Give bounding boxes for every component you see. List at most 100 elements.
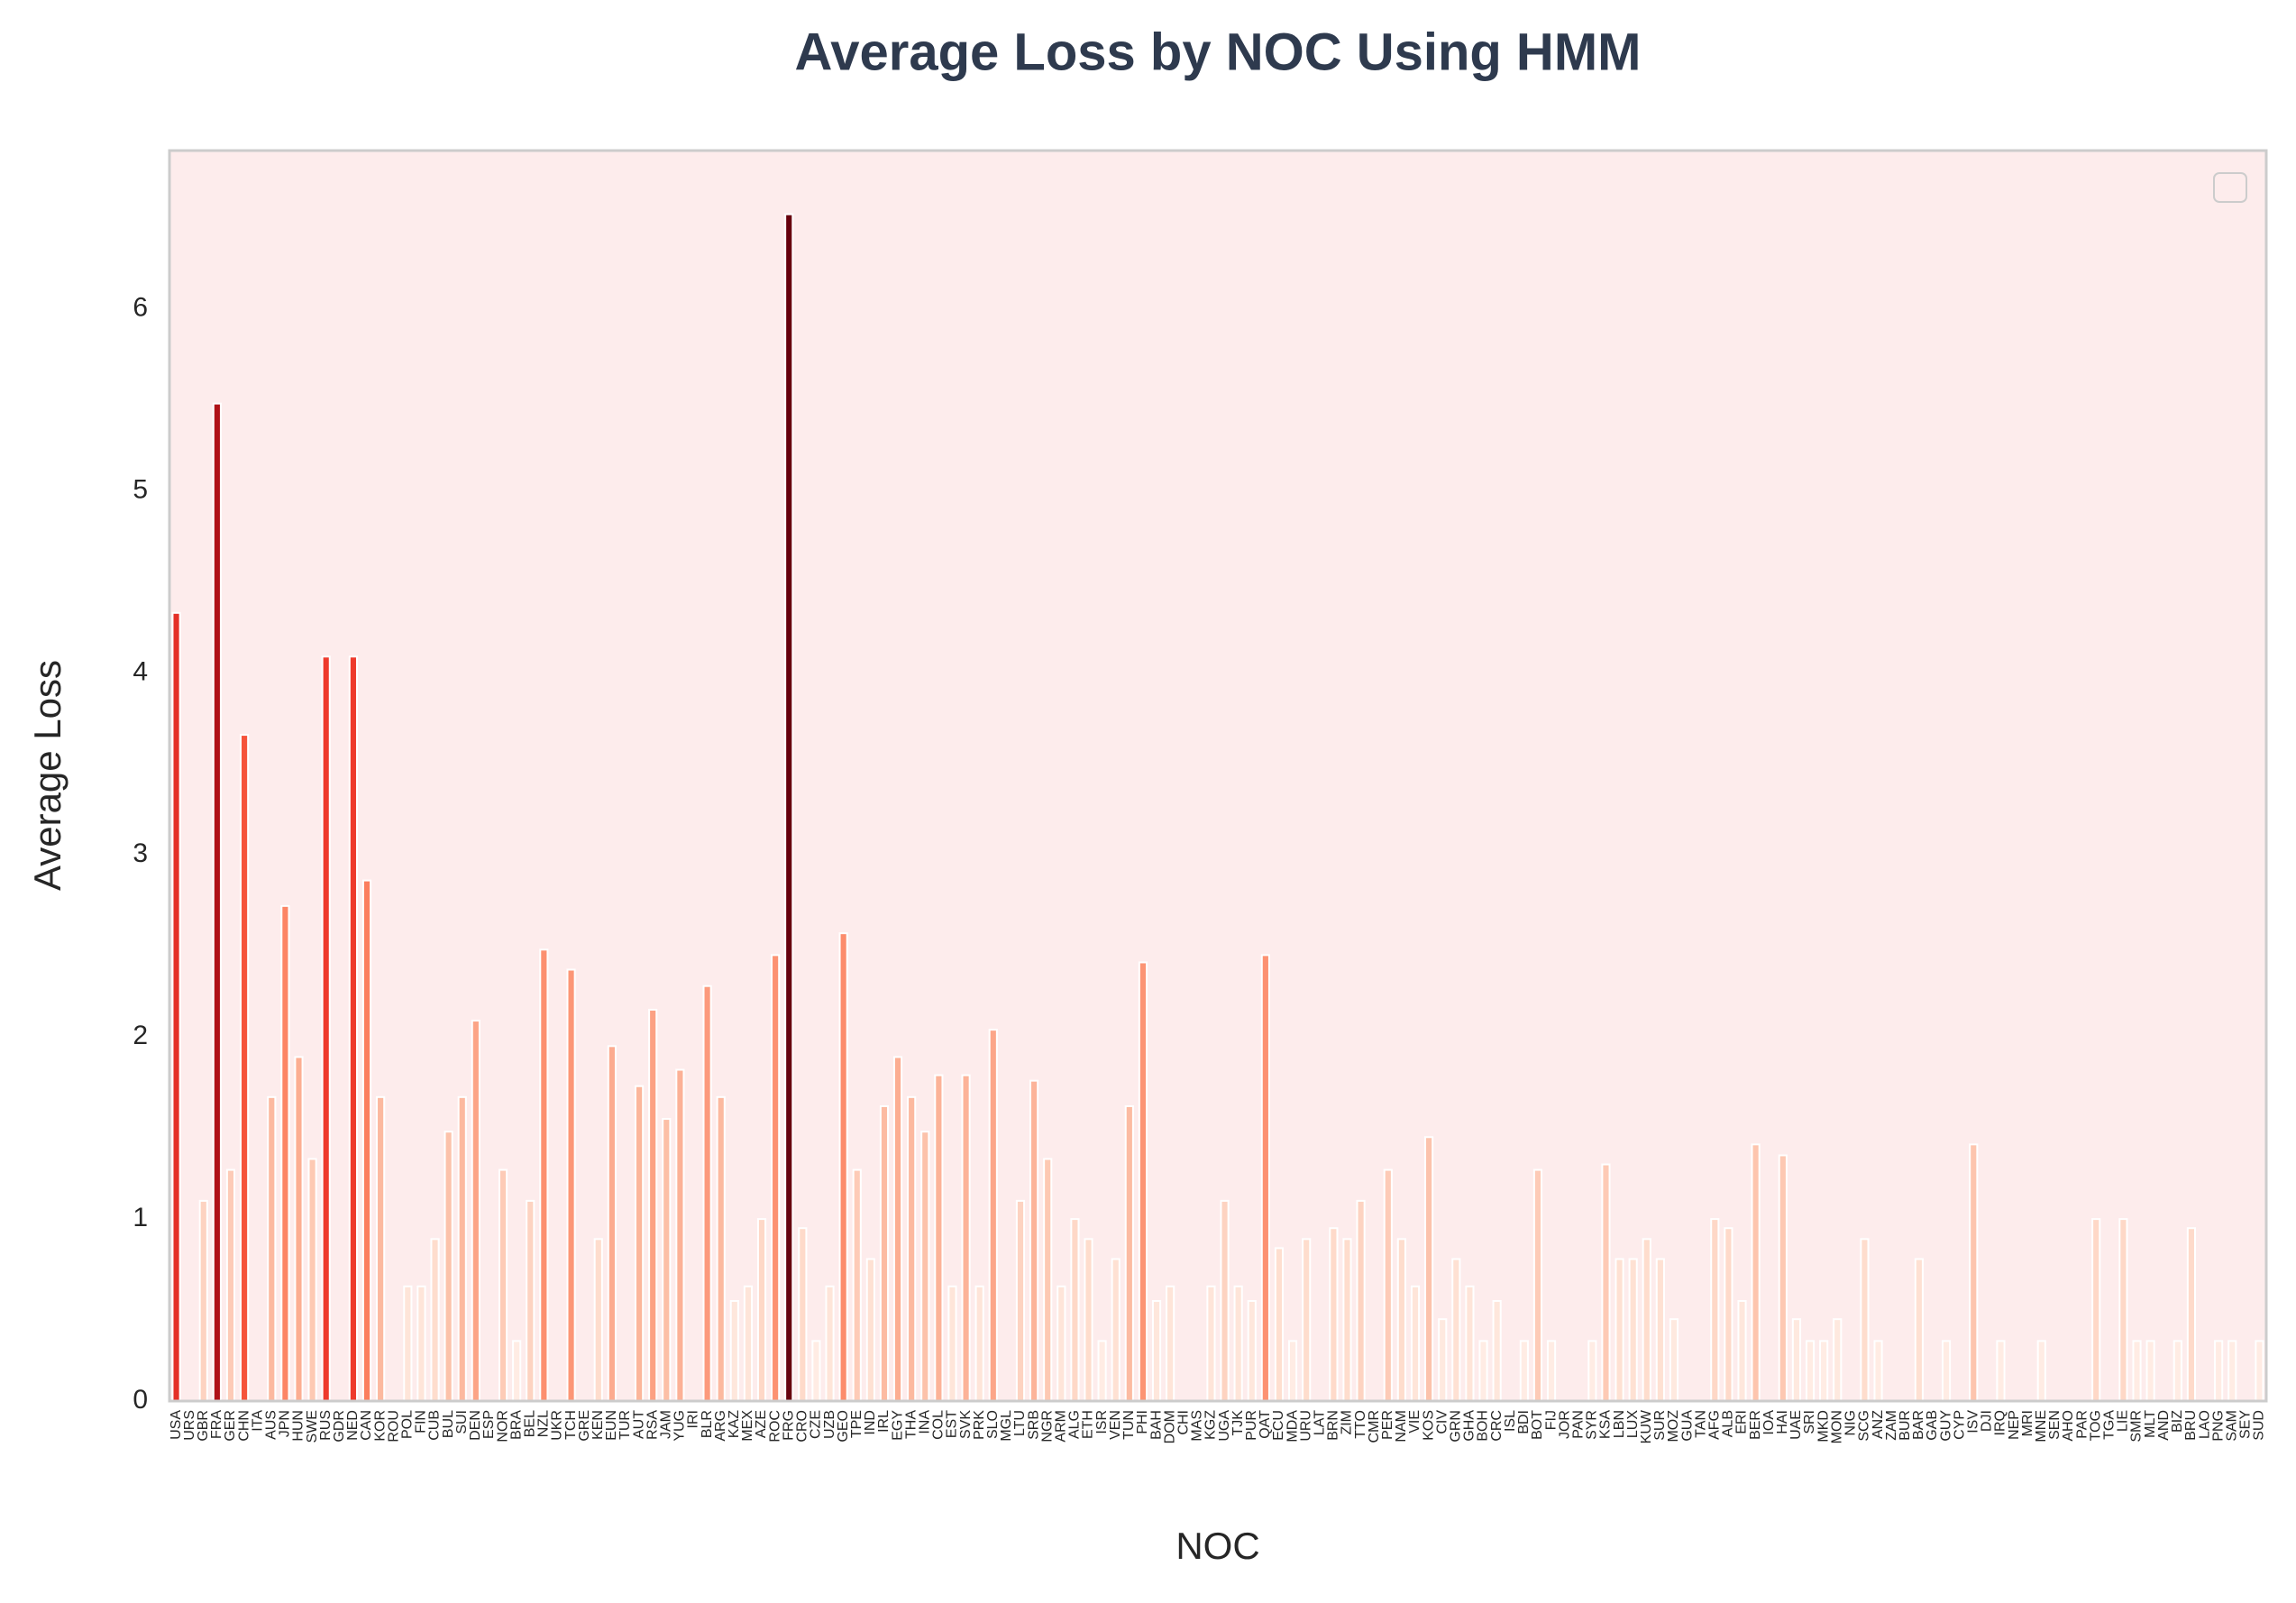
bar [1492, 1299, 1502, 1402]
x-tick-label: MLT [2143, 1410, 2158, 1438]
y-tick-label: 5 [133, 474, 148, 504]
bar [1260, 954, 1270, 1402]
x-tick-label: SUD [2252, 1410, 2267, 1441]
x-tick-label: BLR [700, 1410, 715, 1438]
x-tick-label: ARM [1054, 1410, 1069, 1443]
x-tick-label: TJK [1230, 1410, 1246, 1436]
bar [1166, 1285, 1175, 1402]
bar [974, 1285, 984, 1402]
bar [1302, 1238, 1312, 1403]
x-tick-label: ZAM [1884, 1410, 1899, 1441]
bar [675, 1068, 685, 1402]
bar [988, 1029, 998, 1403]
x-tick-label: INA [917, 1410, 932, 1434]
bar [1084, 1238, 1093, 1403]
x-tick-label: EST [945, 1410, 960, 1438]
bar [1819, 1340, 1829, 1402]
bar [430, 1238, 440, 1403]
bar [1015, 1199, 1026, 1402]
x-tick-label: UGA [1217, 1410, 1232, 1442]
bar [361, 879, 372, 1402]
x-tick-label: ROU [386, 1410, 401, 1443]
x-tick-label: BUL [441, 1410, 456, 1438]
bar [1914, 1258, 1924, 1403]
bar [1287, 1340, 1298, 1402]
bar [2091, 1218, 2101, 1402]
bar [1247, 1299, 1257, 1402]
bar [865, 1258, 875, 1403]
x-tick-label: FIJ [1543, 1410, 1559, 1430]
bar [635, 1085, 645, 1402]
x-tick-label: UZB [822, 1410, 837, 1439]
x-tick-label: BDI [1516, 1410, 1532, 1434]
bar [294, 1056, 304, 1402]
x-tick-label: LIE [2116, 1410, 2131, 1432]
x-tick-label: CRO [795, 1410, 810, 1443]
x-tick-label: KSA [1598, 1410, 1614, 1439]
bar [2118, 1218, 2128, 1402]
x-tick-label: IND [863, 1410, 878, 1435]
bar [2036, 1340, 2046, 1402]
x-tick-label: AZE [754, 1410, 769, 1438]
y-tick-label: 1 [133, 1203, 148, 1232]
x-tick-label: SEY [2238, 1410, 2254, 1439]
bar [1329, 1227, 1339, 1402]
x-tick-label: DJI [1980, 1410, 1995, 1432]
x-tick-label: ECU [1271, 1410, 1286, 1441]
y-tick-label: 0 [133, 1385, 148, 1415]
bar [1873, 1340, 1883, 1402]
x-tick-label: SVK [958, 1410, 974, 1439]
x-tick-label: RUS [318, 1410, 334, 1441]
x-tick-label: IRL [876, 1410, 892, 1433]
x-tick-label: COL [931, 1410, 947, 1440]
x-tick-label: BRN [1326, 1410, 1341, 1441]
x-tick-label: GDR [332, 1410, 347, 1443]
bar [212, 402, 222, 1403]
x-tick-label: BEL [522, 1410, 537, 1437]
bar [512, 1340, 522, 1402]
x-tick-label: SAM [2224, 1410, 2239, 1442]
x-tick-label: ISV [1965, 1410, 1980, 1434]
bar [376, 1095, 386, 1402]
x-tick-label: PER [1380, 1410, 1395, 1440]
x-tick-label: PAR [2074, 1410, 2090, 1439]
bar [1532, 1168, 1543, 1402]
bar [879, 1104, 890, 1402]
bar [648, 1008, 658, 1403]
bar [1465, 1285, 1475, 1402]
x-tick-label: ARG [713, 1410, 728, 1442]
bar [1805, 1340, 1816, 1402]
bar [1710, 1218, 1720, 1402]
bar [1778, 1154, 1788, 1403]
x-tick-label: VIE [1407, 1410, 1422, 1434]
x-tick-label: AUT [631, 1410, 646, 1439]
x-tick-label: MAS [1190, 1410, 1205, 1442]
x-tick-label: AFG [1707, 1410, 1723, 1440]
plot-frame [168, 149, 2268, 1403]
x-tick-label: KOR [372, 1410, 388, 1442]
x-tick-label: CAN [359, 1410, 374, 1441]
bar [743, 1285, 753, 1402]
bar [1424, 1136, 1434, 1403]
bar [307, 1158, 317, 1403]
bar [1751, 1143, 1761, 1403]
x-tick-label: GBR [196, 1410, 211, 1442]
y-tick-label: 2 [133, 1021, 148, 1050]
x-tick-label: YUG [672, 1410, 688, 1442]
x-tick-label: ZIM [1340, 1410, 1355, 1435]
bar [1206, 1285, 1216, 1402]
x-tick-label: ROC [767, 1410, 782, 1443]
bar [1151, 1299, 1162, 1402]
bar [1124, 1104, 1134, 1402]
x-tick-label: THA [903, 1410, 919, 1439]
x-tick-label: TTO [1353, 1410, 1368, 1439]
x-tick-label: TCH [563, 1410, 579, 1440]
bar [1111, 1258, 1121, 1403]
x-tick-label: UAE [1788, 1410, 1804, 1440]
x-tick-label: LBN [1612, 1410, 1627, 1438]
x-tick-label: USA [169, 1410, 184, 1440]
chart-title: Average Loss by NOC Using HMM [795, 23, 1642, 81]
x-tick-label: CHN [236, 1410, 252, 1442]
bar [756, 1218, 767, 1402]
